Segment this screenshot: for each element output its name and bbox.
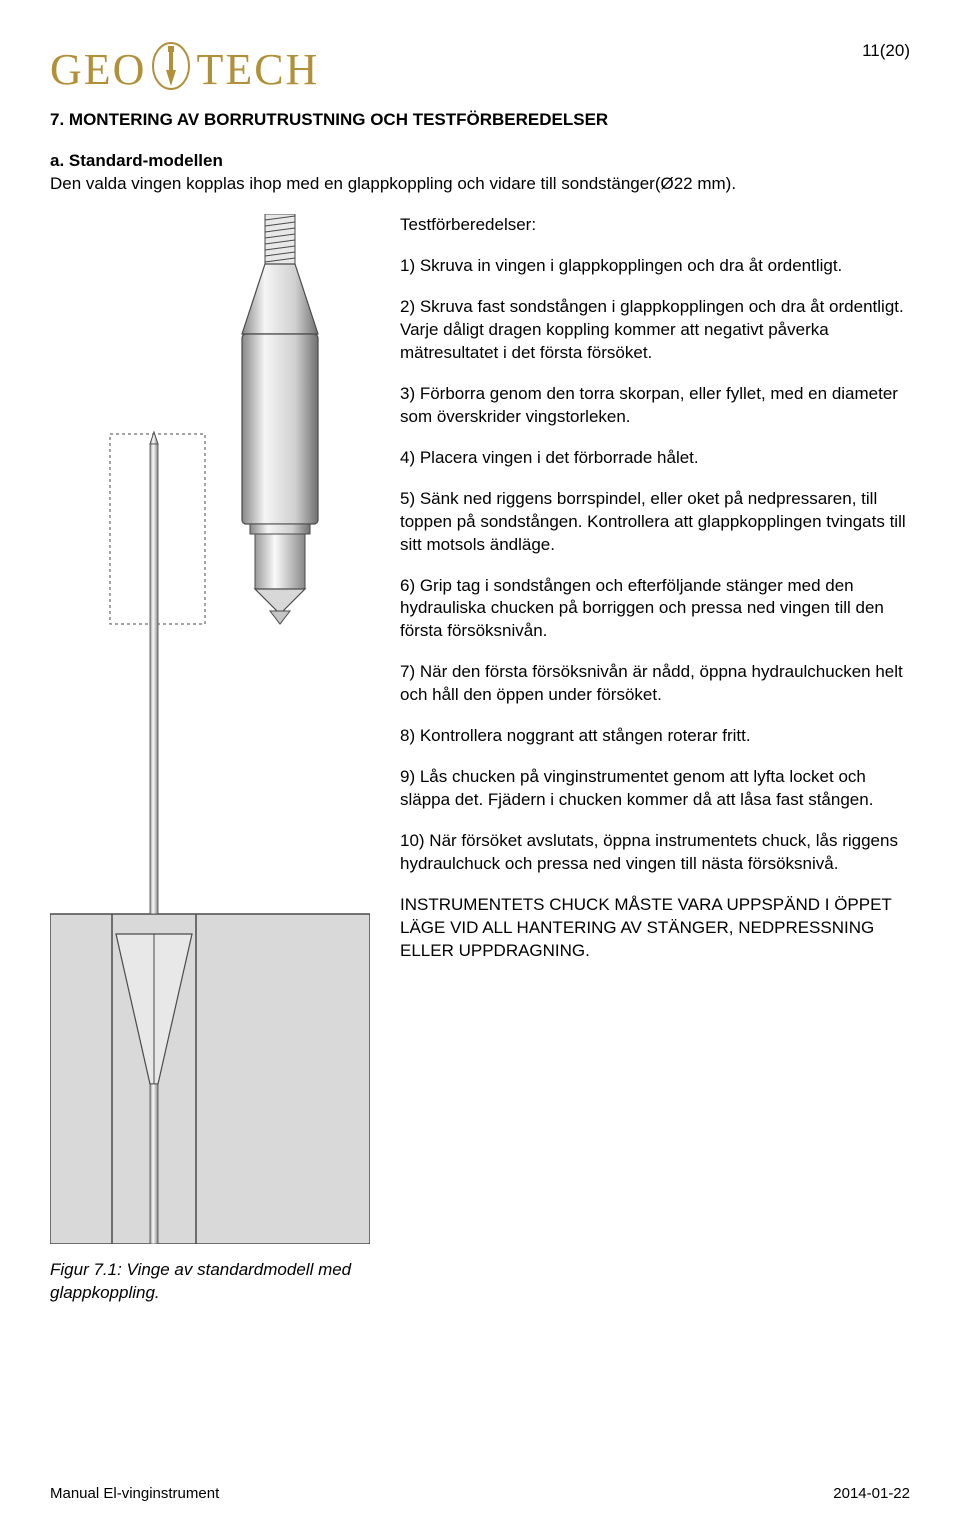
page-number: 11(20) (862, 40, 910, 63)
step-7: 7) När den första försöksnivån är nådd, … (400, 661, 910, 707)
brand-logo: GEO TECH (50, 40, 319, 99)
step-2: 2) Skruva fast sondstången i glappkoppli… (400, 296, 910, 365)
content-columns: Figur 7.1: Vinge av standardmodell med g… (50, 214, 910, 1305)
footer-right: 2014-01-22 (833, 1484, 910, 1504)
warning-text: INSTRUMENTETS CHUCK MÅSTE VARA UPPSPÄND … (400, 894, 910, 963)
figure-column: Figur 7.1: Vinge av standardmodell med g… (50, 214, 370, 1305)
step-8: 8) Kontrollera noggrant att stången rote… (400, 725, 910, 748)
page-footer: Manual El-vinginstrument 2014-01-22 (50, 1484, 910, 1504)
step-9: 9) Lås chucken på vinginstrumentet genom… (400, 766, 910, 812)
intro-text: Den valda vingen kopplas ihop med en gla… (50, 174, 736, 193)
logo-right-text: TECH (196, 40, 319, 99)
prep-heading: Testförberedelser: (400, 214, 910, 237)
step-10: 10) När försöket avslutats, öppna instru… (400, 830, 910, 876)
document-page: GEO TECH 11(20) 7. MONTERING AV BORRUTRU… (0, 0, 960, 1534)
step-1: 1) Skruva in vingen i glappkopplingen oc… (400, 255, 910, 278)
intro-paragraph: a. Standard-modellen Den valda vingen ko… (50, 150, 910, 196)
footer-left: Manual El-vinginstrument (50, 1484, 219, 1504)
logo-left-text: GEO (50, 40, 146, 99)
step-4: 4) Placera vingen i det förborrade hålet… (400, 447, 910, 470)
intro-label: a. Standard-modellen (50, 151, 223, 170)
step-6: 6) Grip tag i sondstången och efterfölja… (400, 575, 910, 644)
step-5: 5) Sänk ned riggens borrspindel, eller o… (400, 488, 910, 557)
section-heading: 7. MONTERING AV BORRUTRUSTNING OCH TESTF… (50, 109, 910, 132)
figure-caption: Figur 7.1: Vinge av standardmodell med g… (50, 1259, 370, 1305)
step-3: 3) Förborra genom den torra skorpan, ell… (400, 383, 910, 429)
section-title-text: MONTERING AV BORRUTRUSTNING OCH TESTFÖRB… (69, 110, 608, 129)
instructions-column: Testförberedelser: 1) Skruva in vingen i… (400, 214, 910, 981)
figure-drill-diagram (50, 214, 370, 1244)
section-number: 7. (50, 110, 64, 129)
page-header: GEO TECH 11(20) (50, 40, 910, 99)
logo-drill-icon (152, 42, 190, 97)
